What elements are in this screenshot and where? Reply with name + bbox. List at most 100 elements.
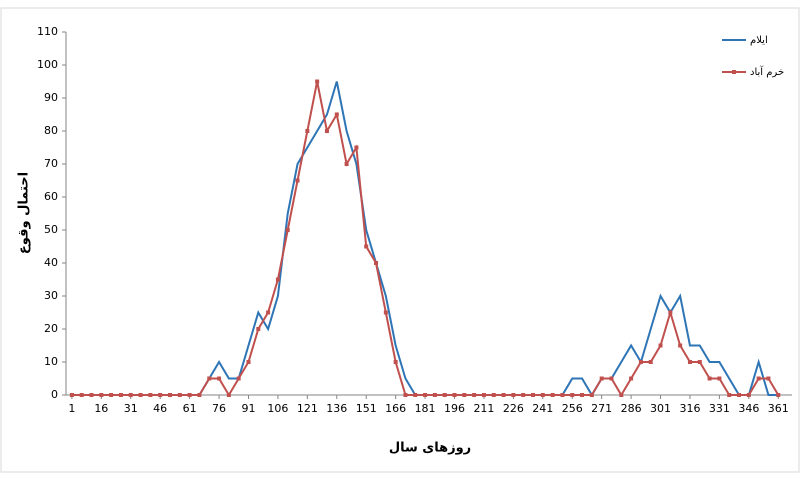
point-marker (570, 393, 575, 397)
point-marker (668, 310, 673, 315)
point-marker (697, 360, 702, 364)
point-marker (550, 393, 555, 397)
y-tick-label: 110 (37, 25, 58, 38)
point-marker (207, 376, 212, 381)
point-marker (609, 376, 614, 381)
point-marker (99, 393, 104, 397)
y-tick-label: 60 (44, 190, 58, 203)
y-tick-label: 10 (44, 355, 58, 368)
point-marker (619, 393, 624, 397)
point-marker (580, 393, 585, 397)
point-marker (746, 393, 751, 397)
point-marker (403, 393, 408, 397)
x-tick-label: 316 (679, 402, 700, 415)
point-marker (737, 393, 742, 397)
point-marker (413, 393, 418, 397)
x-tick-label: 241 (532, 402, 553, 415)
point-marker (727, 393, 732, 397)
point-marker (79, 393, 84, 397)
point-marker (89, 393, 94, 397)
point-marker (766, 376, 771, 381)
x-tick-label: 256 (562, 402, 583, 415)
x-tick-label: 151 (356, 402, 377, 415)
legend-marker (732, 70, 736, 74)
point-marker (167, 393, 172, 397)
point-marker (374, 261, 379, 265)
x-tick-label: 346 (738, 402, 759, 415)
x-tick-label: 91 (241, 402, 255, 415)
point-marker (521, 393, 526, 397)
x-tick-label: 196 (444, 402, 465, 415)
point-marker (638, 360, 643, 364)
x-tick-label: 121 (297, 402, 318, 415)
point-marker (589, 393, 594, 397)
x-tick-label: 76 (212, 402, 226, 415)
point-marker (344, 162, 349, 166)
x-tick-label: 301 (650, 402, 671, 415)
x-tick-label: 181 (415, 402, 436, 415)
point-marker (481, 393, 486, 397)
legend-label: خرم آباد (750, 65, 784, 78)
point-marker (776, 393, 781, 397)
point-marker (187, 393, 192, 397)
point-marker (69, 393, 74, 397)
point-marker (315, 79, 320, 84)
point-marker (530, 393, 535, 397)
legend-label: ایلام (750, 35, 768, 46)
point-marker (472, 393, 477, 397)
point-marker (354, 145, 359, 150)
point-marker (540, 393, 545, 397)
point-marker (364, 244, 369, 249)
y-tick-label: 50 (44, 223, 58, 236)
x-tick-label: 331 (709, 402, 730, 415)
point-marker (109, 393, 114, 397)
point-marker (491, 393, 496, 397)
y-tick-label: 40 (44, 256, 58, 269)
point-marker (158, 393, 163, 397)
point-marker (148, 393, 153, 397)
x-tick-label: 166 (385, 402, 406, 415)
point-marker (236, 376, 241, 381)
y-tick-label: 30 (44, 289, 58, 302)
x-tick-label: 61 (183, 402, 197, 415)
y-tick-label: 20 (44, 322, 58, 335)
point-marker (560, 393, 565, 397)
x-tick-label: 31 (124, 402, 138, 415)
point-marker (687, 360, 692, 364)
point-marker (305, 129, 310, 133)
point-marker (707, 376, 712, 381)
y-tick-label: 0 (51, 388, 58, 401)
point-marker (256, 327, 261, 331)
x-tick-label: 16 (94, 402, 108, 415)
point-marker (599, 376, 604, 381)
point-marker (462, 393, 467, 397)
point-marker (658, 343, 663, 348)
point-marker (383, 310, 388, 315)
point-marker (246, 360, 251, 364)
point-marker (285, 228, 290, 232)
y-tick-label: 70 (44, 157, 58, 170)
y-tick-label: 80 (44, 124, 58, 137)
point-marker (678, 343, 683, 348)
point-marker (452, 393, 457, 397)
x-axis-label: روزهای سال (389, 441, 471, 456)
point-marker (423, 393, 428, 397)
x-tick-label: 136 (326, 402, 347, 415)
point-marker (717, 376, 722, 381)
point-marker (442, 393, 447, 397)
y-tick-label: 90 (44, 91, 58, 104)
point-marker (324, 129, 329, 133)
x-tick-label: 211 (473, 402, 494, 415)
point-marker (275, 277, 280, 282)
point-marker (197, 393, 202, 397)
point-marker (266, 310, 271, 315)
point-marker (295, 178, 300, 183)
point-marker (432, 393, 437, 397)
y-tick-label: 100 (37, 58, 58, 71)
point-marker (629, 376, 634, 381)
x-tick-label: 106 (267, 402, 288, 415)
point-marker (393, 360, 398, 364)
point-marker (756, 376, 761, 381)
point-marker (648, 360, 653, 364)
